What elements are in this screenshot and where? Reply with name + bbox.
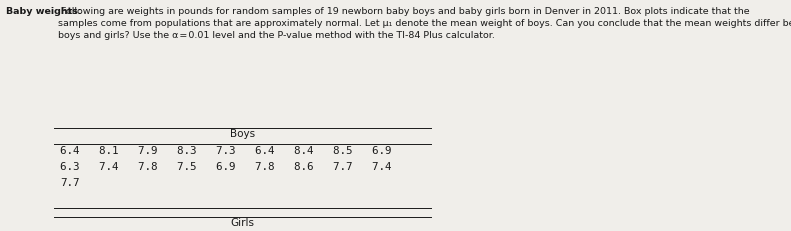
Text: 6.3   7.4   7.8   7.5   6.9   7.8   8.6   7.7   7.4: 6.3 7.4 7.8 7.5 6.9 7.8 8.6 7.7 7.4: [60, 162, 392, 172]
Text: Girls: Girls: [230, 218, 255, 228]
Text: Following are weights in pounds for random samples of 19 newborn baby boys and b: Following are weights in pounds for rand…: [58, 7, 791, 40]
Text: Boys: Boys: [230, 129, 255, 139]
Text: 7.7: 7.7: [60, 178, 80, 188]
Text: Baby weights:: Baby weights:: [6, 7, 82, 16]
Text: 6.4   8.1   7.9   8.3   7.3   6.4   8.4   8.5   6.9: 6.4 8.1 7.9 8.3 7.3 6.4 8.4 8.5 6.9: [60, 146, 392, 155]
